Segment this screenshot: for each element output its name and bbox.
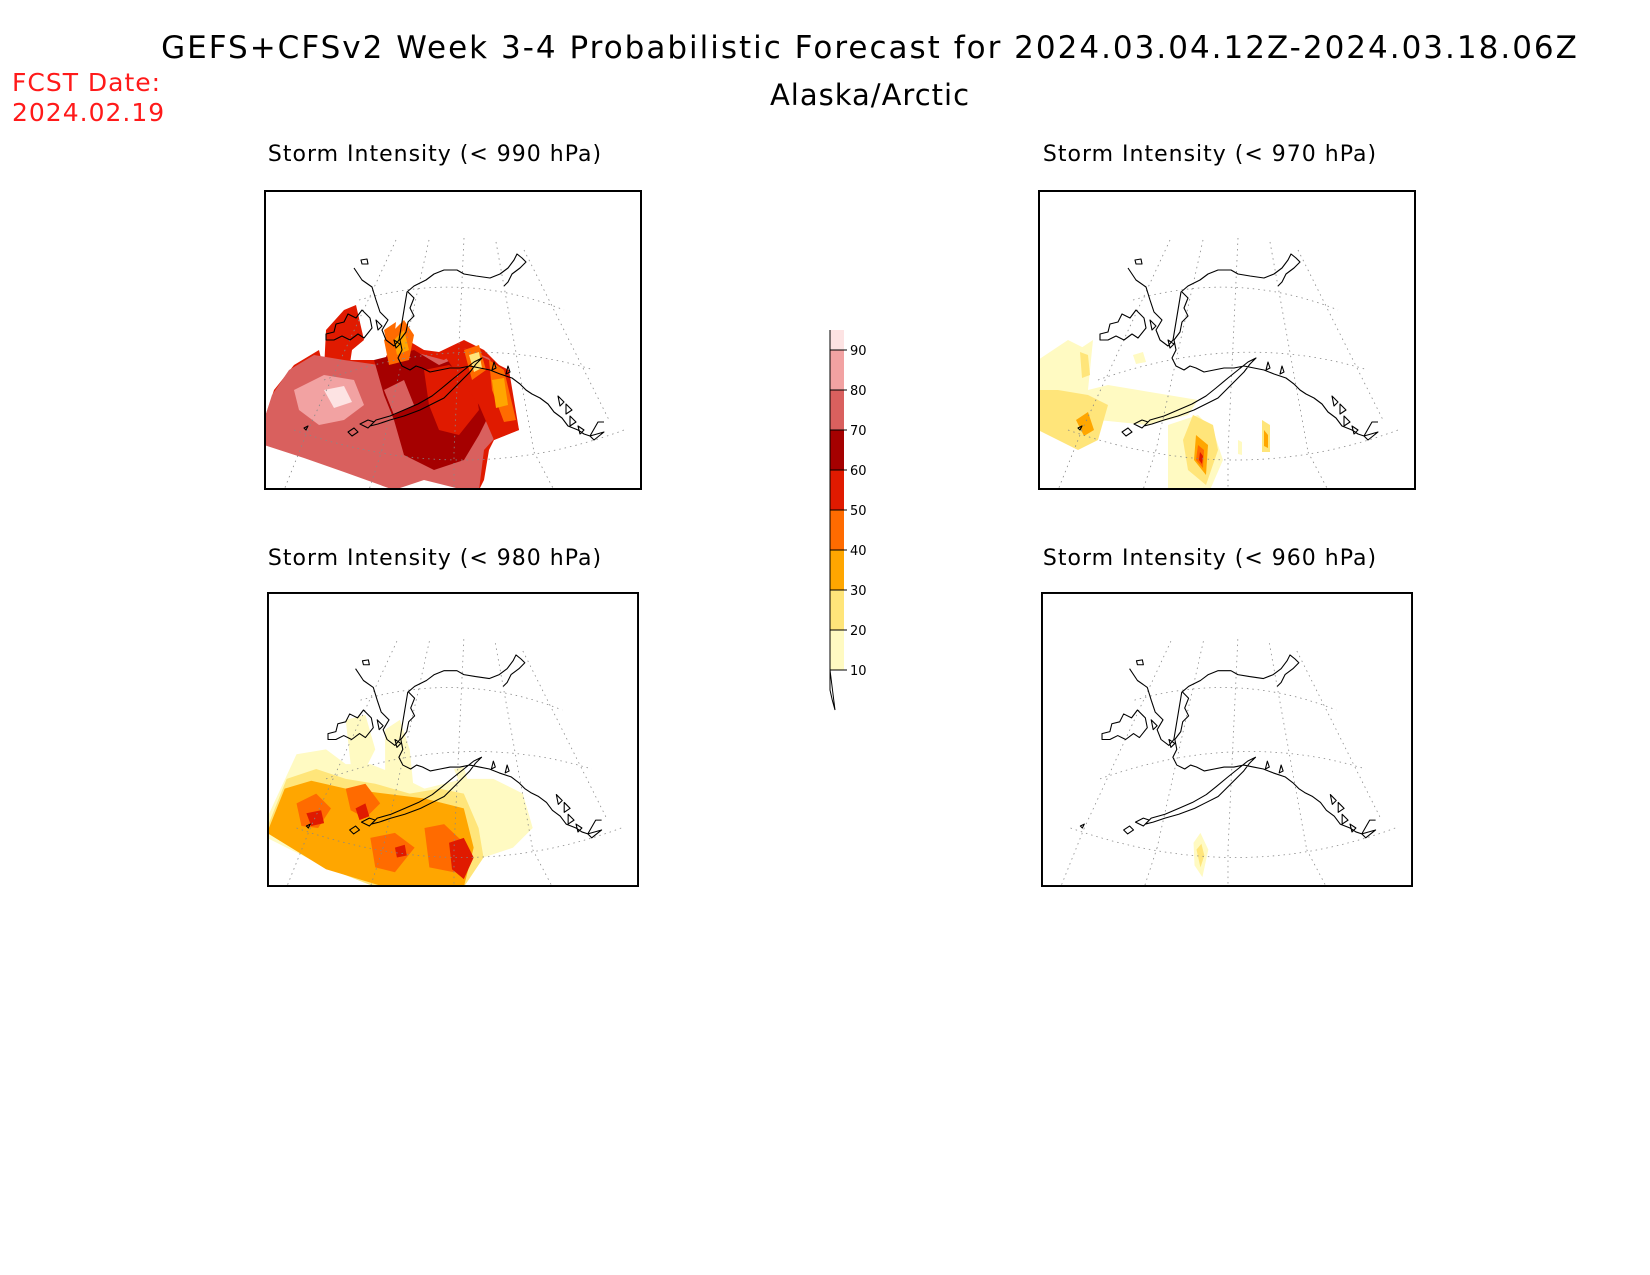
panel-title-970: Storm Intensity (< 970 hPa) [1042, 142, 1378, 167]
colorbar-swatch [830, 470, 844, 510]
probability-contour [1238, 440, 1242, 455]
colorbar-tick-label: 50 [850, 504, 867, 519]
panel-title-980: Storm Intensity (< 980 hPa) [267, 546, 603, 571]
probability-contour [1133, 352, 1146, 364]
probability-contour [324, 305, 364, 375]
colorbar-tick-label: 20 [850, 624, 867, 639]
colorbar-bottom-end [829, 669, 836, 711]
panel-title-960: Storm Intensity (< 960 hPa) [1042, 546, 1378, 571]
probability-contour [294, 375, 364, 425]
map-panel-990 [264, 190, 642, 490]
colorbar-tick-label: 60 [850, 464, 867, 479]
graticule-lines [286, 639, 622, 887]
map-frame [1038, 190, 1416, 490]
colorbar-tick-label: 40 [850, 544, 867, 559]
probability-contour [384, 322, 396, 340]
probability-contour [1080, 352, 1090, 378]
coastline [1077, 253, 1379, 441]
graticule-lines [283, 237, 625, 490]
probability-contour [449, 837, 474, 880]
probability-contour [384, 380, 414, 415]
coastline [1079, 654, 1377, 839]
colorbar-swatch [830, 630, 844, 670]
probability-contour [1038, 340, 1088, 390]
map-frame [264, 190, 642, 490]
map-frame [1041, 592, 1413, 887]
colorbar-swatch [830, 430, 844, 470]
map-frame [267, 592, 639, 887]
probability-contour [394, 844, 407, 858]
probability-contour [370, 832, 415, 873]
probability-contour [1264, 430, 1268, 448]
probability-contour [345, 714, 376, 769]
colorbar-swatch [830, 350, 844, 390]
probability-contour [345, 783, 381, 819]
map-panel-980 [267, 592, 639, 887]
probability-contour [492, 378, 508, 408]
graticule-lines [1060, 639, 1396, 887]
colorbar-tick-label: 80 [850, 384, 867, 399]
probability-contour [1076, 412, 1094, 436]
probability-contour [324, 386, 352, 408]
probability-contour [1196, 843, 1205, 868]
colorbar-swatch [830, 330, 844, 350]
colorbar-tick-label: 10 [850, 664, 867, 679]
probability-contour [394, 330, 409, 355]
colorbar-swatch [830, 390, 844, 430]
colorbar-swatch [830, 510, 844, 550]
colorbar-swatch [830, 590, 844, 630]
colorbar-tick-label: 30 [850, 584, 867, 599]
probability-contour [1199, 452, 1203, 464]
probability-contour [1038, 390, 1108, 450]
probability-colorbar: 10 20 30 40 50 60 70 80 90 [829, 330, 867, 711]
region-subtitle: Alaska/Arctic [769, 78, 971, 112]
colorbar-tick-label: 70 [850, 424, 867, 439]
map-panel-960 [1041, 592, 1413, 887]
colorbar-swatch [830, 550, 844, 590]
panel-title-990: Storm Intensity (< 990 hPa) [267, 142, 603, 167]
fcst-date-label: FCST Date: [12, 68, 162, 97]
probability-contour [469, 352, 482, 372]
graticule-lines [1057, 237, 1399, 490]
coastline [305, 654, 603, 839]
coastline [303, 253, 605, 441]
fcst-date-value: 2024.02.19 [12, 98, 166, 127]
page-title: GEFS+CFSv2 Week 3-4 Probabilistic Foreca… [161, 30, 1579, 66]
colorbar-tick-label: 90 [850, 344, 867, 359]
map-panel-970 [1038, 190, 1416, 490]
probability-contour [355, 803, 370, 821]
